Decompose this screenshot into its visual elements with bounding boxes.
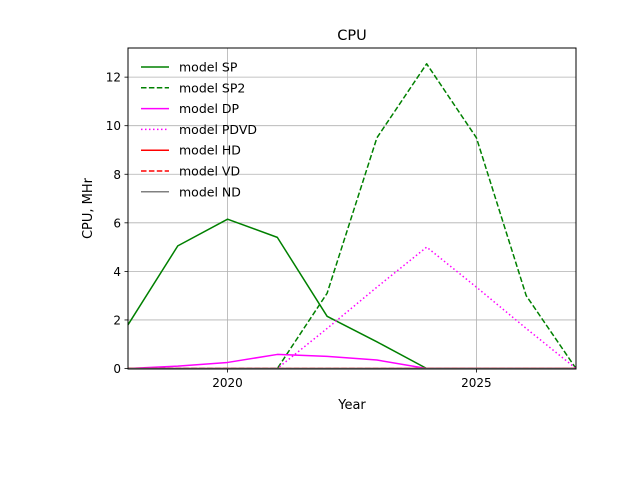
legend-label-model-sp: model SP — [179, 60, 238, 75]
legend-label-model-hd: model HD — [179, 143, 241, 158]
y-axis-label: CPU, MHr — [81, 177, 96, 239]
y-axis-ticks: 0 2 4 6 8 10 12 — [106, 71, 128, 376]
plot-frame — [127, 47, 577, 370]
y-tick-label-8: 8 — [113, 168, 121, 182]
y-tick-label-10: 10 — [106, 119, 121, 133]
legend-label-model-dp: model DP — [179, 101, 240, 116]
y-tick-label-2: 2 — [113, 313, 121, 327]
x-axis-ticks: 2020 2025 — [212, 369, 492, 390]
legend-label-model-sp2: model SP2 — [179, 80, 245, 95]
x-tick-label-2025: 2025 — [461, 376, 492, 390]
legend-label-model-vd: model VD — [179, 164, 240, 179]
y-tick-label-0: 0 — [113, 362, 121, 376]
legend-label-model-pdvd: model PDVD — [179, 122, 257, 137]
legend-label-model-nd: model ND — [179, 184, 241, 199]
legend: model SP model SP2 model DP model PDVD model… — [141, 60, 257, 199]
y-tick-label-6: 6 — [113, 216, 121, 230]
y-tick-label-12: 12 — [106, 71, 121, 85]
y-tick-label-4: 4 — [113, 265, 121, 279]
x-axis-label: Year — [337, 398, 366, 413]
chart-title: CPU — [337, 28, 366, 44]
x-tick-label-2020: 2020 — [212, 376, 243, 390]
